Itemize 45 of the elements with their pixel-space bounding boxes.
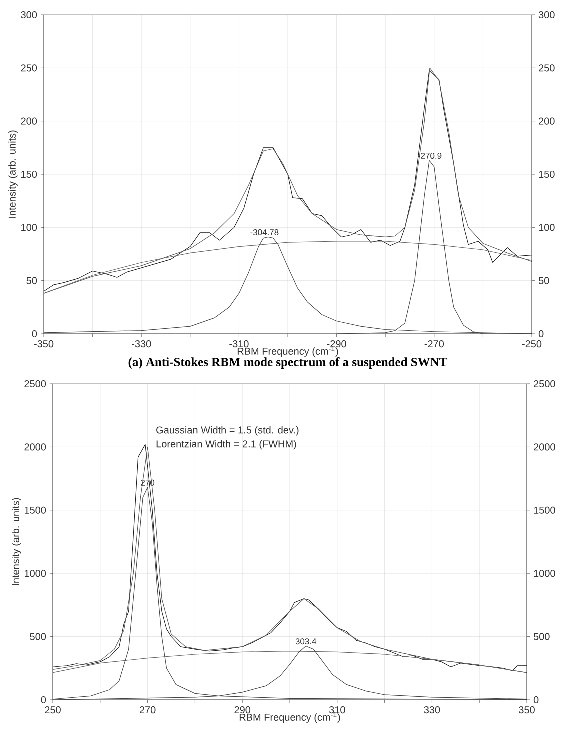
y-tick-label: 250: [21, 64, 38, 72]
y-tick-label: 2500: [24, 380, 46, 388]
x-tick-label: -270: [424, 340, 444, 348]
y2-tick-label: 300: [538, 11, 555, 19]
x-tick-label: 310: [329, 706, 346, 714]
text: (a) Anti-Stokes RBM mode spectrum of a suspended SWNT: [128, 358, 448, 369]
annotation: Gaussian Width = 1.5 (std. dev.): [156, 426, 299, 436]
x-tick-label: -250: [522, 340, 542, 348]
annotation: -304.78: [250, 230, 279, 236]
y2-tick-label: 2500: [534, 380, 556, 388]
y-tick-label: 100: [22, 224, 38, 232]
y2-tick-label: 2000: [534, 444, 556, 451]
x-tick-label: 350: [519, 706, 535, 714]
x-tick-label: -310: [230, 340, 249, 348]
annotation: 303.4: [296, 638, 317, 645]
y2-tick-label: 1500: [534, 506, 556, 514]
y-axis-title: Intensity (arb. units): [8, 130, 18, 218]
y-tick-label: 0: [41, 696, 46, 704]
y-tick-label: 150: [22, 170, 38, 178]
y2-tick-label: 50: [538, 277, 550, 284]
y-tick-label: 1500: [24, 506, 46, 514]
x-tick-label: 290: [234, 706, 251, 714]
x-tick-label: 330: [424, 706, 440, 714]
y2-tick-label: 0: [534, 696, 539, 704]
x-tick-label: 250: [45, 706, 61, 714]
y-tick-label: 1000: [24, 570, 46, 578]
y-axis-title: Intensity (arb. units): [12, 498, 22, 586]
y2-tick-label: 500: [534, 633, 550, 640]
y2-tick-label: 200: [539, 118, 555, 125]
y-tick-label: 0: [32, 330, 38, 338]
y-tick-label: 2000: [24, 444, 46, 451]
x-tick-label: -330: [132, 340, 152, 348]
x-tick-label: -350: [34, 340, 54, 348]
y-tick-label: 300: [21, 11, 38, 19]
y2-tick-label: 250: [539, 64, 555, 72]
annotation: Lorentzian Width = 2.1 (FWHM): [156, 440, 296, 450]
y-tick-label: 200: [21, 118, 38, 125]
y-tick-label: 500: [30, 633, 46, 640]
x-tick-label: 270: [140, 706, 156, 714]
y2-tick-label: 0: [538, 330, 544, 338]
y2-tick-label: 1000: [534, 570, 556, 578]
y2-tick-label: 150: [539, 170, 555, 178]
y-tick-label: 50: [26, 277, 38, 284]
x-tick-label: -290: [327, 340, 346, 348]
y2-tick-label: 100: [539, 224, 555, 232]
